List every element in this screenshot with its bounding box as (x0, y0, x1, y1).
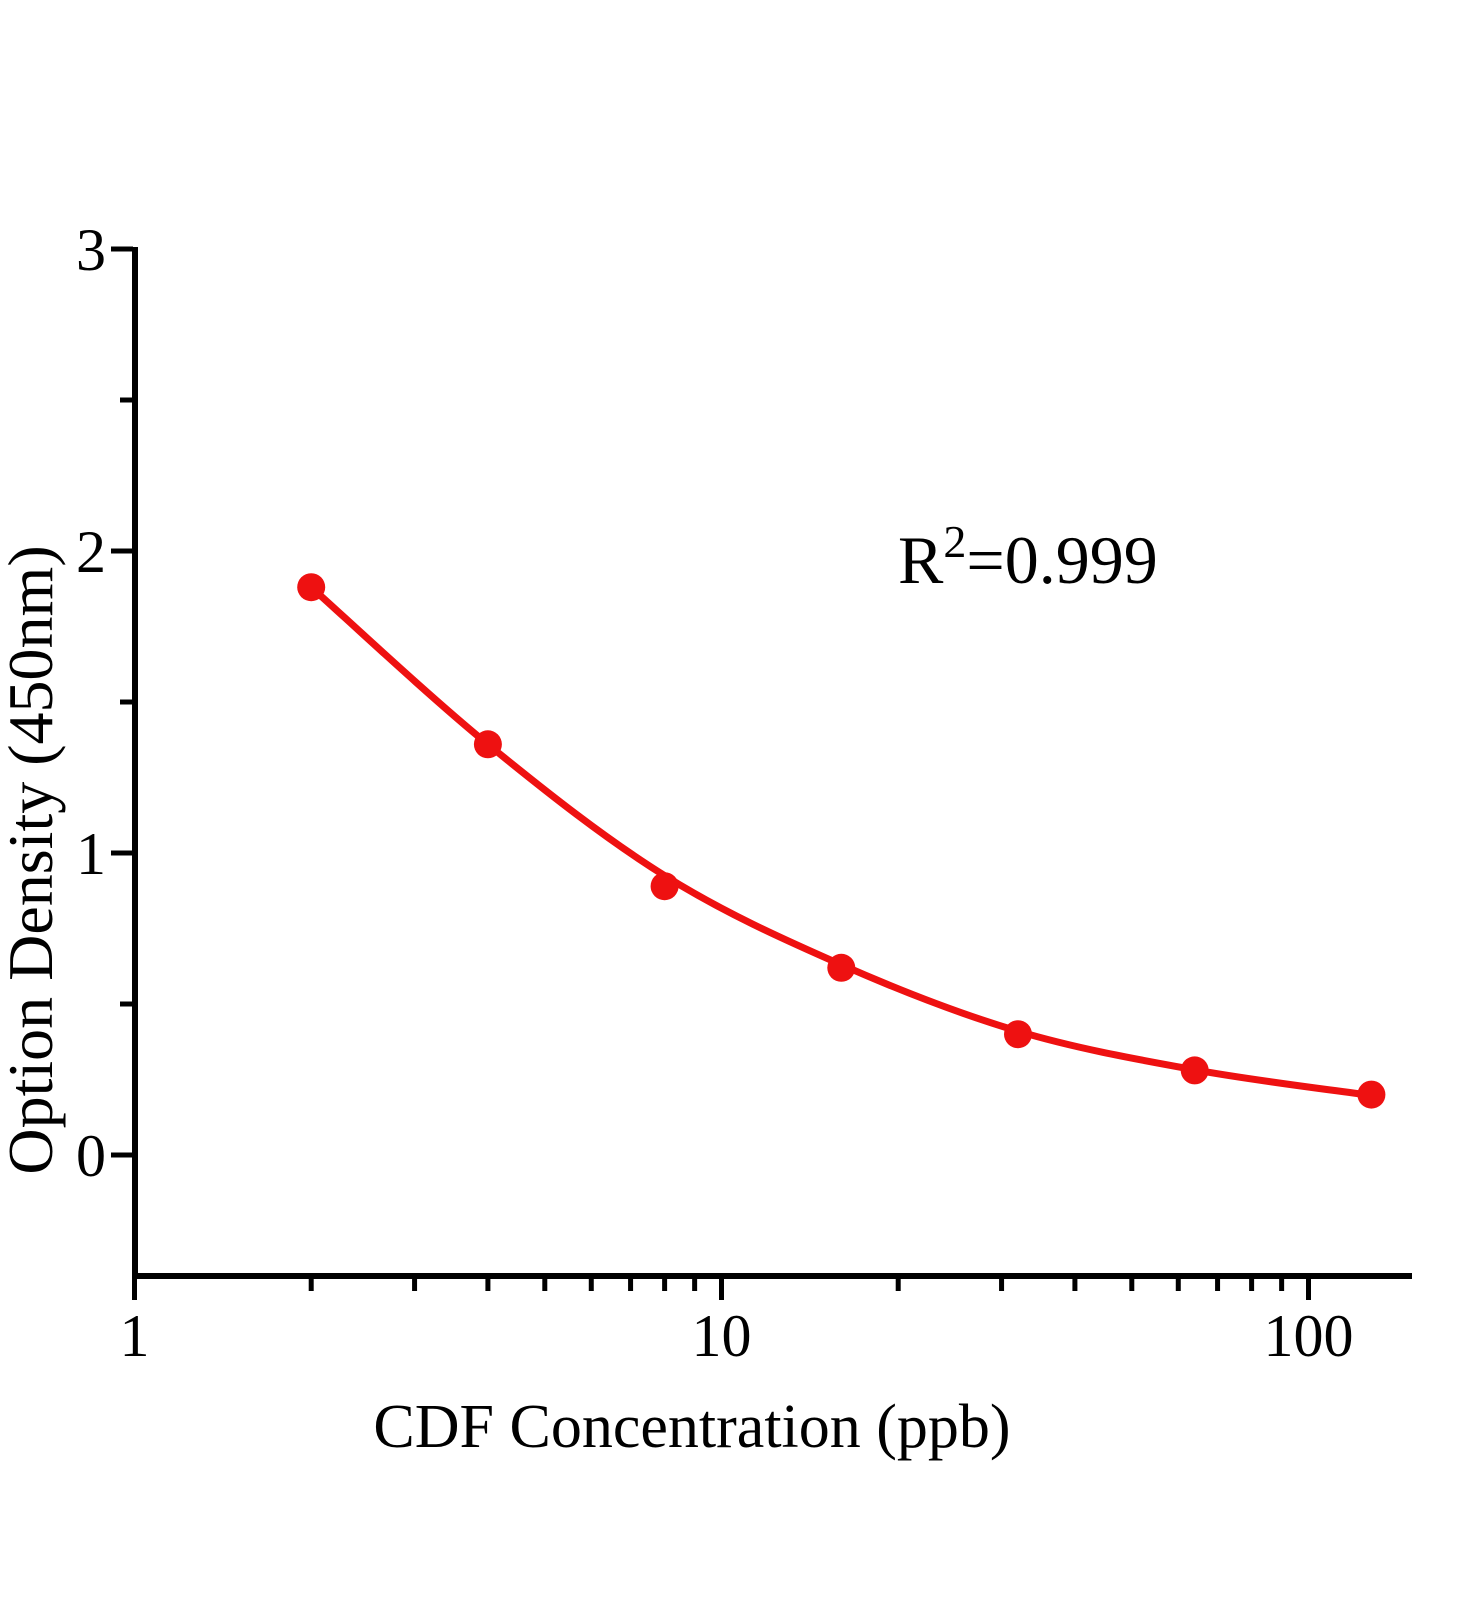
r-squared-value: =0.999 (966, 522, 1157, 598)
y-axis-title: Option Density (450nm) (0, 545, 66, 1174)
r-squared-base: R (898, 522, 944, 598)
data-point (1004, 1020, 1032, 1049)
y-axis-ticks (111, 246, 133, 1158)
y-tick-label: 3 (76, 217, 106, 283)
y-tick-label: 1 (76, 821, 106, 887)
data-point (827, 953, 856, 982)
x-tick-label: 1 (120, 1303, 150, 1369)
r-squared-annotation: R2=0.999 (898, 516, 1158, 598)
x-axis-title: CDF Concentration (ppb) (373, 1393, 1010, 1461)
data-point (297, 573, 326, 602)
y-tick-label: 2 (76, 519, 106, 585)
axes: 0 1 2 3 1 10 100 (76, 217, 1412, 1369)
data-point (473, 730, 502, 759)
x-tick-label: 100 (1264, 1303, 1354, 1369)
x-tick-label: 10 (692, 1303, 752, 1369)
x-axis-ticks (132, 1278, 1311, 1300)
x-axis-tick-labels: 1 10 100 (120, 1303, 1354, 1369)
r-squared-superscript: 2 (943, 516, 966, 567)
data-point (650, 872, 679, 901)
y-axis-tick-labels: 0 1 2 3 (76, 217, 106, 1189)
data-point (1357, 1080, 1386, 1109)
data-points (297, 573, 1386, 1109)
y-tick-label: 0 (76, 1123, 106, 1189)
data-point (1180, 1056, 1209, 1085)
fitted-curve (307, 583, 1375, 1099)
